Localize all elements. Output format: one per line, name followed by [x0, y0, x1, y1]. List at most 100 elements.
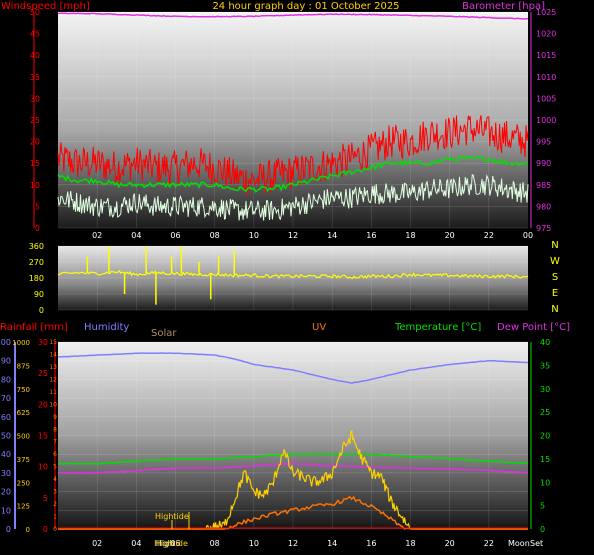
- solar-label: Solar: [151, 328, 177, 339]
- solar-tick: 875: [17, 362, 30, 370]
- solar-tick: 625: [17, 409, 30, 417]
- top-x-tick: 04: [131, 231, 141, 240]
- bottom-x-tick: 16: [366, 539, 376, 548]
- uv-tick: 13: [49, 364, 57, 371]
- windspeed-tick: 50: [30, 8, 40, 17]
- humidity-tick: 20: [1, 488, 11, 497]
- bottom-x-tick: 02: [92, 539, 102, 548]
- uv-tick: 10: [49, 401, 57, 408]
- series-uv: [58, 495, 528, 530]
- bottom-x-tick: 12: [288, 539, 298, 548]
- humidity-tick: 10: [1, 506, 11, 515]
- direction-tick: 360: [29, 242, 44, 251]
- direction-tick: 180: [29, 274, 44, 283]
- compass-label: W: [550, 256, 560, 267]
- rain-tick: 20: [38, 400, 48, 409]
- humidity-tick: 50: [1, 432, 11, 441]
- top-x-tick: 00: [523, 231, 533, 240]
- uv-tick: 1: [53, 514, 57, 521]
- rain-tick: 0: [43, 525, 48, 534]
- solar-tick: 125: [17, 503, 30, 511]
- top-x-tick: 18: [405, 231, 415, 240]
- direction-tick: 270: [29, 258, 44, 267]
- barometer-tick: 975: [536, 224, 551, 233]
- hightide-label-lower: Hightide: [154, 539, 188, 548]
- windspeed-tick: 45: [30, 30, 40, 39]
- humidity-tick: 40: [1, 450, 11, 459]
- axes: [14, 12, 532, 529]
- windspeed-tick: 5: [35, 202, 40, 211]
- bottom-x-tick: 06: [170, 539, 180, 548]
- chart-title: 24 hour graph day : 01 October 2025: [212, 1, 399, 12]
- uv-tick: 0: [53, 526, 57, 533]
- temperature-tick: 30: [540, 385, 550, 394]
- temperature-tick: 15: [540, 455, 550, 464]
- temperature-tick: 40: [540, 338, 550, 347]
- bottom-x-tick: 08: [210, 539, 220, 548]
- windspeed-tick: 25: [30, 116, 40, 125]
- series-dew-point-c: [57, 462, 529, 475]
- set-label: Set: [530, 539, 543, 548]
- uv-tick: 8: [53, 426, 57, 433]
- middle-panel-bg: [58, 246, 528, 310]
- barometer-tick: 1010: [536, 73, 556, 82]
- top-x-tick: 14: [327, 231, 337, 240]
- windspeed-tick: 15: [30, 159, 40, 168]
- windspeed-tick: 20: [30, 138, 40, 147]
- series-temperature-c: [57, 452, 528, 465]
- temperature-tick: 10: [540, 478, 550, 487]
- humidity-tick: 80: [1, 375, 11, 384]
- bottom-x-tick: 18: [405, 539, 415, 548]
- rain-tick: 10: [38, 463, 48, 472]
- uv-tick: 7: [53, 439, 57, 446]
- barometer-tick: 1015: [536, 51, 556, 60]
- series-humidity: [57, 352, 528, 384]
- rain-tick: 30: [38, 338, 48, 347]
- bottom-x-tick: 10: [249, 539, 259, 548]
- temperature-tick: 0: [540, 525, 545, 534]
- windspeed-tick: 0: [35, 224, 40, 233]
- compass-label: S: [552, 272, 558, 283]
- series-windspeed-mph: [57, 115, 529, 196]
- temperature-axis-label: Temperature [°C]: [394, 322, 481, 333]
- bottom-x-tick: 22: [484, 539, 494, 548]
- solar-tick: 500: [17, 433, 30, 441]
- temperature-tick: 20: [540, 432, 550, 441]
- humidity-tick: 60: [1, 413, 11, 422]
- uv-tick: 11: [49, 389, 57, 396]
- solar-tick: 375: [17, 456, 30, 464]
- uv-tick: 2: [53, 501, 57, 508]
- rain-tick: 5: [43, 494, 48, 503]
- series-wind-direction: [57, 269, 529, 280]
- uv-tick: 6: [53, 451, 57, 458]
- tick-labels: 0510152025303540455097598098599099510001…: [0, 8, 560, 548]
- top-x-tick: 20: [445, 231, 455, 240]
- humidity-tick: 30: [1, 469, 11, 478]
- series-layer: [57, 12, 529, 531]
- series-average-wind: [57, 155, 529, 193]
- uv-tick: 4: [53, 476, 57, 483]
- top-x-tick: 12: [288, 231, 298, 240]
- humidity-tick: 100: [0, 338, 11, 347]
- temperature-tick: 25: [540, 408, 550, 417]
- series-barometer-hpa: [57, 12, 529, 20]
- barometer-tick: 1000: [536, 116, 556, 125]
- rainfall-axis-label: Rainfall [mm]: [0, 322, 68, 333]
- bottom-x-tick: 20: [445, 539, 455, 548]
- uv-tick: 12: [49, 376, 57, 383]
- compass-label: E: [552, 288, 558, 299]
- dewpoint-axis-label: Dew Point [°C]: [497, 322, 570, 333]
- barometer-tick: 1005: [536, 94, 556, 103]
- windspeed-tick: 35: [30, 73, 40, 82]
- uv-tick: 5: [53, 464, 57, 471]
- rain-tick: 15: [38, 432, 48, 441]
- temperature-tick: 35: [540, 361, 550, 370]
- humidity-tick: 0: [6, 525, 11, 534]
- series-wind-low: [57, 173, 529, 221]
- windspeed-tick: 10: [30, 181, 40, 190]
- top-x-tick: 08: [210, 231, 220, 240]
- temperature-tick: 5: [540, 502, 545, 511]
- hightide-label-upper: Hightide: [155, 512, 189, 521]
- compass-label: N: [551, 240, 558, 251]
